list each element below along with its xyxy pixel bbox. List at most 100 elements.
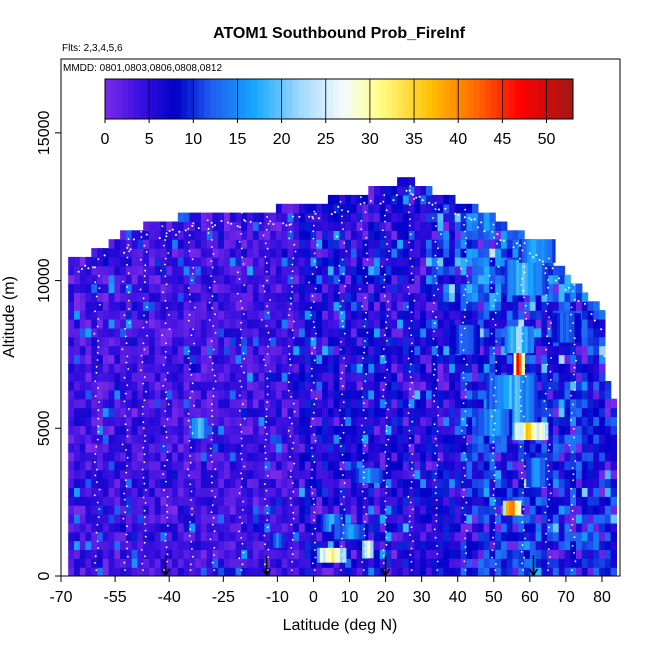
heatmap-cell (593, 434, 600, 444)
heatmap-cell (408, 212, 416, 223)
heatmap-cell (154, 443, 162, 453)
heatmap-cell (431, 248, 439, 258)
heatmap-cell (506, 478, 514, 488)
heatmap-cell (379, 540, 387, 550)
heatmap-cell (466, 301, 473, 311)
heatmap-cell (108, 487, 115, 497)
flight-track-point (544, 272, 547, 275)
heatmap-cell (316, 301, 323, 311)
heatmap-cell (518, 310, 525, 320)
heatmap-cell (264, 549, 271, 559)
flight-track-point (211, 504, 214, 506)
heatmap-cell (391, 212, 398, 223)
heatmap-cell (189, 319, 196, 329)
heatmap-cell (143, 425, 150, 435)
heatmap-cell (483, 434, 491, 444)
heatmap-cell (368, 522, 375, 533)
heatmap-cell (587, 549, 594, 559)
heatmap-cell (472, 407, 479, 418)
heatmap-cell (449, 531, 456, 542)
flight-track-point (238, 278, 241, 280)
heatmap-cell (414, 212, 421, 223)
flight-track-point (542, 263, 545, 266)
heatmap-cell (333, 265, 340, 276)
flight-track-point (495, 563, 497, 565)
heatmap-cell (183, 549, 190, 559)
heatmap-hotspot-cell (568, 313, 573, 343)
heatmap-cell (489, 256, 496, 267)
flight-track-point (187, 468, 189, 471)
flight-track-point (463, 223, 465, 226)
heatmap-cell (339, 239, 346, 249)
heatmap-cell (131, 310, 139, 320)
heatmap-cell (310, 256, 317, 267)
heatmap-cell (454, 381, 462, 391)
heatmap-cell (426, 265, 433, 276)
heatmap-cell (593, 505, 600, 515)
heatmap-cell (420, 212, 427, 223)
heatmap-cell (212, 319, 219, 329)
heatmap-cell (402, 221, 410, 231)
heatmap-cell (460, 531, 467, 542)
heatmap-cell (160, 265, 167, 276)
heatmap-cell (166, 363, 173, 373)
flight-track-point (464, 230, 466, 233)
heatmap-cell (166, 549, 173, 559)
heatmap-cell (120, 443, 127, 453)
flight-track-point (211, 295, 214, 298)
flight-track-point (211, 368, 214, 371)
heatmap-cell (333, 336, 340, 347)
heatmap-cell (183, 372, 190, 382)
heatmap-cell (68, 363, 75, 373)
heatmap-cell (327, 425, 335, 435)
heatmap-cell (362, 354, 369, 364)
heatmap-cell (397, 177, 404, 187)
heatmap-cell (420, 514, 427, 524)
heatmap-cell (558, 540, 566, 550)
heatmap-cell (310, 354, 317, 364)
flight-track-point (521, 360, 524, 363)
heatmap-hotspot-cell (473, 324, 477, 355)
heatmap-cell (535, 496, 542, 506)
heatmap-cell (218, 567, 225, 576)
flight-track-point (437, 247, 439, 250)
heatmap-cell (345, 514, 352, 524)
heatmap-cell (408, 567, 416, 576)
heatmap-cell (270, 230, 277, 240)
heatmap-cell (362, 212, 369, 223)
heatmap-cell (281, 558, 289, 568)
flight-track-point (381, 265, 383, 268)
flight-track-point (162, 384, 165, 387)
flight-track-point (413, 299, 416, 302)
heatmap-cell (397, 398, 404, 409)
heatmap-cell (275, 514, 283, 524)
heatmap-hotspot-cell (528, 375, 532, 423)
flight-track-point (412, 474, 415, 477)
flight-track-point (382, 200, 385, 203)
heatmap-cell (327, 274, 335, 285)
heatmap-cell (252, 354, 260, 364)
heatmap-cell (241, 558, 248, 568)
heatmap-cell (79, 381, 87, 391)
heatmap-cell (437, 265, 444, 276)
flight-track-point (94, 562, 96, 564)
heatmap-cell (529, 319, 537, 329)
heatmap-cell (74, 496, 81, 506)
heatmap-cell (345, 443, 352, 453)
heatmap-cell (68, 292, 75, 302)
flight-track-point (165, 480, 167, 483)
heatmap-cell (195, 292, 202, 302)
heatmap-cell (200, 487, 208, 497)
heatmap-cell (547, 319, 554, 329)
heatmap-cell (200, 354, 208, 364)
flight-track-point (311, 562, 314, 565)
heatmap-cell (143, 319, 150, 329)
heatmap-cell (489, 319, 496, 329)
heatmap-cell (125, 336, 133, 347)
heatmap-cell (356, 292, 364, 302)
heatmap-cell (362, 203, 369, 214)
heatmap-cell (552, 540, 560, 550)
flight-track-point (341, 258, 344, 261)
heatmap-cell (374, 505, 381, 515)
heatmap-cell (593, 310, 600, 320)
